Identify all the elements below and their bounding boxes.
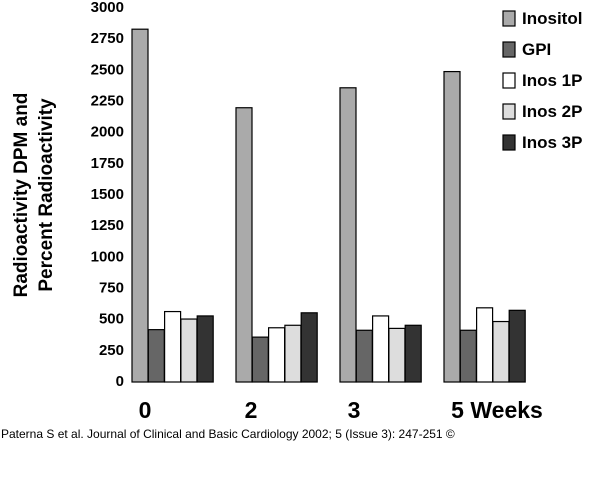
legend-label: GPI	[522, 40, 551, 59]
y-tick-label: 1750	[91, 155, 124, 172]
bar-inos-3p	[196, 315, 214, 383]
bar-inos-1p	[372, 315, 390, 383]
bar-inos-2p	[180, 318, 198, 383]
y-axis-title: Radioactivity DPM and Percent Radioactivi…	[11, 93, 57, 298]
bar-gpi	[251, 336, 269, 383]
legend-label: Inos 2P	[522, 102, 582, 121]
bar-inositol	[235, 107, 253, 383]
legend-label: Inos 3P	[522, 133, 582, 152]
bar-inositol	[131, 28, 149, 383]
y-tick-label: 2000	[91, 124, 124, 141]
legend-label: Inos 1P	[522, 71, 582, 90]
bar-gpi	[459, 329, 477, 383]
bar-inos-3p	[404, 324, 422, 383]
bars	[131, 28, 526, 383]
x-tick-label: 2	[245, 397, 258, 423]
bar-inos-3p	[300, 312, 318, 383]
bar-gpi	[355, 329, 373, 383]
y-axis-title-line: Percent Radioactivity	[36, 98, 57, 292]
legend-swatch	[502, 10, 516, 27]
bar-inos-1p	[268, 327, 286, 383]
citation: Paterna S et al. Journal of Clinical and…	[1, 427, 455, 441]
y-tick-label: 1500	[91, 186, 124, 203]
bar-inositol	[443, 70, 461, 383]
y-axis-ticks: 0 250 500 750 1000 1250 1500 1750 2000 2250 2500 27…	[91, 0, 124, 390]
y-axis-title-line: Radioactivity DPM and	[11, 93, 32, 298]
bar-inos-1p	[476, 307, 494, 383]
y-tick-label: 750	[99, 279, 124, 296]
y-tick-label: 2500	[91, 61, 124, 78]
bar-inos-1p	[164, 310, 182, 383]
x-tick-label: 0	[139, 397, 152, 423]
legend: Inositol GPI Inos 1P Inos 2P Inos 3P	[502, 9, 582, 152]
y-tick-label: 2250	[91, 92, 124, 109]
y-tick-label: 250	[99, 342, 124, 359]
bar-inos-2p	[388, 327, 406, 383]
legend-swatch	[502, 134, 516, 151]
bar-inos-2p	[284, 324, 302, 383]
bar-chart: Radioactivity DPM and Percent Radioactivi…	[11, 0, 582, 423]
legend-label: Inositol	[522, 9, 582, 28]
y-tick-label: 2750	[91, 30, 124, 47]
x-tick-label: 3	[348, 397, 361, 423]
legend-swatch	[502, 103, 516, 120]
y-tick-label: 500	[99, 311, 124, 328]
bar-inos-2p	[492, 320, 510, 383]
x-axis-ticks: 0 2 3 5 Weeks	[139, 397, 543, 423]
legend-swatch	[502, 72, 516, 89]
bar-gpi	[147, 329, 165, 383]
x-tick-label: 5 Weeks	[451, 397, 543, 423]
y-tick-label: 1000	[91, 248, 124, 265]
y-tick-label: 0	[116, 373, 124, 390]
bar-inositol	[339, 87, 357, 383]
bar-inos-3p	[508, 309, 526, 383]
y-tick-label: 3000	[91, 0, 124, 16]
y-tick-label: 1250	[91, 217, 124, 234]
legend-swatch	[502, 41, 516, 58]
